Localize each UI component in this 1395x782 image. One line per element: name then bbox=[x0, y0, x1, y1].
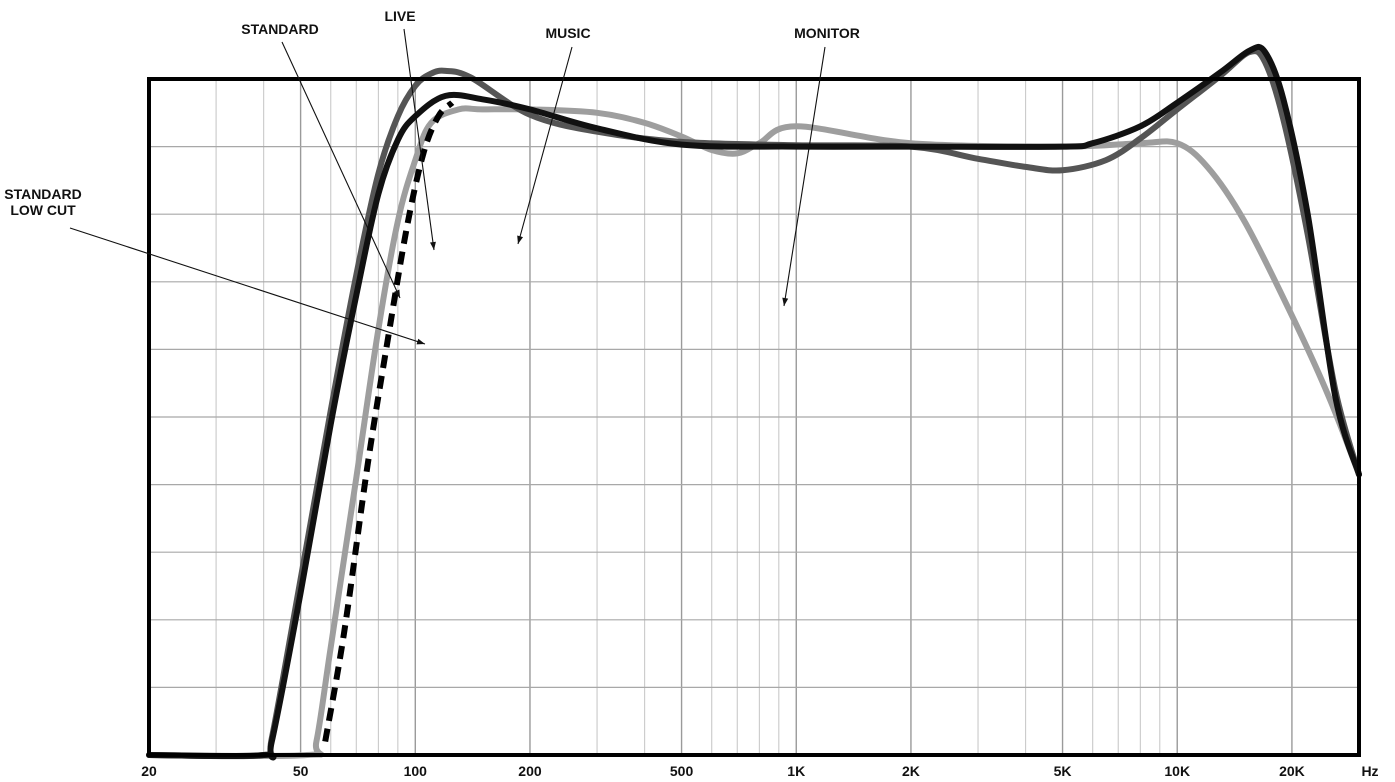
callout-label-standard-low-cut: STANDARD LOW CUT bbox=[4, 186, 82, 218]
plot-frame bbox=[147, 77, 1361, 757]
series-line-standard-low-cut bbox=[322, 100, 455, 743]
x-tick-label: 200 bbox=[518, 763, 542, 779]
chart-series bbox=[146, 43, 1362, 761]
callout-leader-music bbox=[517, 46, 573, 245]
x-tick-label: 100 bbox=[404, 763, 428, 779]
x-tick-label: 2K bbox=[902, 763, 920, 779]
callout-label-standard: STANDARD bbox=[241, 21, 319, 37]
x-tick-label: 50 bbox=[293, 763, 309, 779]
callout-arrowhead bbox=[517, 235, 523, 244]
x-tick-label: 20K bbox=[1279, 763, 1305, 779]
callout-label-live: LIVE bbox=[384, 8, 415, 24]
callout-leader-monitor bbox=[783, 46, 826, 307]
x-tick-labels: 20 50 100 200 500 1K 2K 5K 10K 20K Hz bbox=[141, 763, 1378, 779]
callout-leader-standard bbox=[281, 41, 401, 299]
callout-leader-live bbox=[403, 28, 435, 251]
x-tick-label: 5K bbox=[1054, 763, 1072, 779]
callout-leader-standard-low-cut bbox=[69, 227, 426, 345]
callout-arrowhead bbox=[416, 338, 425, 345]
x-tick-label: 10K bbox=[1164, 763, 1190, 779]
x-tick-label: 500 bbox=[670, 763, 694, 779]
callout-arrowhead bbox=[393, 289, 400, 298]
callout-arrowhead bbox=[782, 297, 789, 306]
callout-label-music: MUSIC bbox=[545, 25, 590, 41]
series-line-standard bbox=[146, 43, 1362, 761]
series-callouts: STANDARD LIVE MUSIC MONITOR STANDARD LOW CUT bbox=[4, 8, 860, 345]
x-unit-label: Hz bbox=[1361, 763, 1378, 779]
x-tick-label: 20 bbox=[141, 763, 157, 779]
callout-arrowhead bbox=[430, 241, 436, 250]
callout-label-monitor: MONITOR bbox=[794, 25, 860, 41]
x-tick-label: 1K bbox=[787, 763, 805, 779]
series-line-monitor bbox=[146, 105, 1362, 760]
